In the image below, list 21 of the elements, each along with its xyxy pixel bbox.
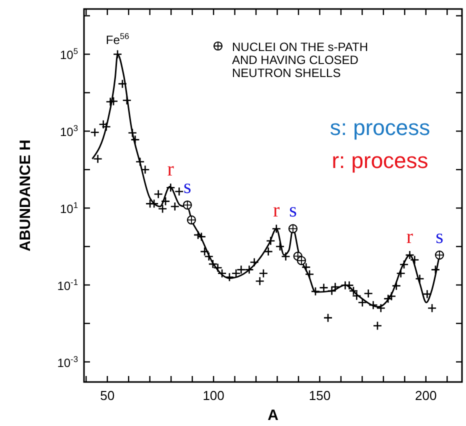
annotation: s bbox=[184, 176, 192, 198]
x-axis-title: A bbox=[268, 407, 279, 424]
y-axis-title: ABUNDANCE H bbox=[17, 140, 34, 252]
annotation: r bbox=[406, 226, 414, 248]
y-tick-label: 10$^{-3}$ bbox=[57, 354, 78, 370]
y-tick-label: 10$^{3}$ bbox=[60, 123, 78, 140]
annotation: Fe$^{56}$ bbox=[106, 31, 130, 48]
x-tick-label: 50 bbox=[100, 388, 115, 403]
annotation: s bbox=[289, 200, 298, 222]
annotation: r bbox=[167, 158, 174, 181]
legend-label: NUCLEI ON THE s-PATH AND HAVING CLOSED NEUTRON SHELLS bbox=[232, 40, 368, 80]
y-tick-label: 10$^{-1}$ bbox=[57, 276, 78, 293]
x-tick-label: 150 bbox=[308, 388, 331, 403]
x-tick-label: 200 bbox=[415, 388, 437, 403]
annotation: s bbox=[436, 226, 444, 248]
annotation: r: process bbox=[332, 148, 428, 173]
x-tick-label: 100 bbox=[202, 388, 224, 403]
y-tick-label: 10$^{1}$ bbox=[60, 200, 78, 216]
annotation: r bbox=[273, 200, 280, 222]
annotation: s: process bbox=[330, 115, 430, 140]
y-tick-label: 10$^{5}$ bbox=[60, 46, 78, 62]
